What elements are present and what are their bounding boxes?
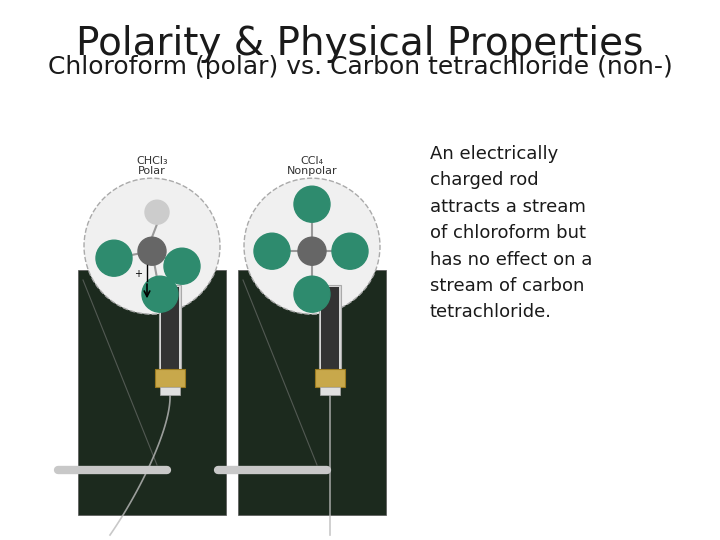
Circle shape (294, 186, 330, 222)
Circle shape (145, 200, 169, 224)
Text: Nonpolar: Nonpolar (287, 166, 337, 176)
FancyBboxPatch shape (319, 285, 341, 385)
FancyBboxPatch shape (161, 287, 179, 383)
Text: CHCl₃: CHCl₃ (136, 156, 168, 166)
Text: +: + (134, 269, 142, 279)
FancyBboxPatch shape (155, 369, 185, 387)
Text: Chloroform (polar) vs. Carbon tetrachloride (non-): Chloroform (polar) vs. Carbon tetrachlor… (48, 55, 672, 79)
Circle shape (138, 237, 166, 265)
FancyBboxPatch shape (238, 270, 386, 515)
FancyBboxPatch shape (315, 369, 345, 387)
FancyBboxPatch shape (160, 387, 180, 395)
Circle shape (142, 276, 178, 312)
FancyBboxPatch shape (321, 287, 339, 383)
Circle shape (254, 233, 290, 269)
Circle shape (294, 276, 330, 312)
FancyBboxPatch shape (159, 285, 181, 385)
Circle shape (332, 233, 368, 269)
Text: CCl₄: CCl₄ (300, 156, 323, 166)
Text: Polarity & Physical Properties: Polarity & Physical Properties (76, 25, 644, 63)
Circle shape (298, 237, 326, 265)
Text: Polar: Polar (138, 166, 166, 176)
FancyBboxPatch shape (320, 387, 340, 395)
FancyBboxPatch shape (78, 270, 226, 515)
Circle shape (96, 240, 132, 276)
Circle shape (164, 248, 200, 284)
Circle shape (84, 178, 220, 314)
Circle shape (244, 178, 380, 314)
Text: An electrically
charged rod
attracts a stream
of chloroform but
has no effect on: An electrically charged rod attracts a s… (430, 145, 593, 321)
